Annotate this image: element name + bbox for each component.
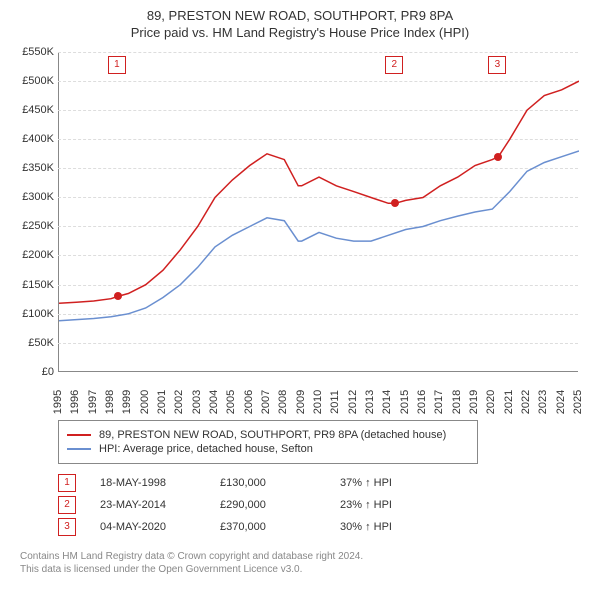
sale-date: 23-MAY-2014 (100, 499, 220, 511)
x-axis-label: 2010 (312, 390, 324, 414)
x-axis-label: 2014 (381, 390, 393, 414)
x-axis-label: 1996 (69, 390, 81, 414)
y-axis-label: £350K (10, 162, 54, 174)
sale-dot (114, 292, 122, 300)
footnote: Contains HM Land Registry data © Crown c… (20, 550, 590, 576)
x-axis-label: 2019 (468, 390, 480, 414)
sale-price: £290,000 (220, 499, 340, 511)
sale-delta: 37% ↑ HPI (340, 477, 460, 489)
legend-label-hpi: HPI: Average price, detached house, Seft… (99, 443, 313, 455)
footnote-line2: This data is licensed under the Open Gov… (20, 563, 590, 576)
x-axis-label: 2008 (277, 390, 289, 414)
y-axis-label: £50K (10, 337, 54, 349)
x-axis-label: 1995 (52, 390, 64, 414)
x-axis-label: 2005 (225, 390, 237, 414)
x-axis-label: 2025 (572, 390, 584, 414)
x-axis-label: 2020 (485, 390, 497, 414)
x-axis-label: 2023 (537, 390, 549, 414)
sale-marker-box: 1 (108, 56, 126, 74)
y-axis-label: £450K (10, 104, 54, 116)
line-svg (59, 52, 579, 372)
legend-row-hpi: HPI: Average price, detached house, Seft… (67, 443, 469, 455)
sale-marker-box: 3 (488, 56, 506, 74)
x-axis-label: 2007 (260, 390, 272, 414)
x-axis-label: 2012 (347, 390, 359, 414)
y-axis-label: £200K (10, 249, 54, 261)
x-axis-label: 2024 (555, 390, 567, 414)
sale-delta: 30% ↑ HPI (340, 521, 460, 533)
x-axis-label: 2009 (295, 390, 307, 414)
sale-price: £130,000 (220, 477, 340, 489)
sale-dot (391, 199, 399, 207)
series-price-line (59, 81, 579, 303)
x-axis-label: 2006 (243, 390, 255, 414)
y-axis-label: £300K (10, 191, 54, 203)
sales-table: 1 18-MAY-1998 £130,000 37% ↑ HPI 2 23-MA… (58, 474, 590, 536)
sale-price: £370,000 (220, 521, 340, 533)
sales-row: 3 04-MAY-2020 £370,000 30% ↑ HPI (58, 518, 590, 536)
chart-title-line2: Price paid vs. HM Land Registry's House … (10, 25, 590, 42)
sales-row: 2 23-MAY-2014 £290,000 23% ↑ HPI (58, 496, 590, 514)
x-axis-label: 2003 (191, 390, 203, 414)
y-axis-label: £150K (10, 279, 54, 291)
x-axis-label: 2004 (208, 390, 220, 414)
y-axis-label: £400K (10, 133, 54, 145)
x-axis-label: 1999 (121, 390, 133, 414)
sales-row: 1 18-MAY-1998 £130,000 37% ↑ HPI (58, 474, 590, 492)
y-axis-label: £550K (10, 46, 54, 58)
x-axis-label: 2018 (451, 390, 463, 414)
x-axis-label: 1997 (87, 390, 99, 414)
sale-marker-2: 2 (58, 496, 76, 514)
y-axis-label: £250K (10, 220, 54, 232)
y-axis-label: £100K (10, 308, 54, 320)
x-axis-label: 2000 (139, 390, 151, 414)
legend-label-price: 89, PRESTON NEW ROAD, SOUTHPORT, PR9 8PA… (99, 429, 446, 441)
x-axis-label: 2013 (364, 390, 376, 414)
x-axis-label: 2021 (503, 390, 515, 414)
sale-date: 18-MAY-1998 (100, 477, 220, 489)
legend-swatch-hpi (67, 448, 91, 450)
x-axis-label: 1998 (104, 390, 116, 414)
legend-box: 89, PRESTON NEW ROAD, SOUTHPORT, PR9 8PA… (58, 420, 478, 464)
sale-dot (494, 153, 502, 161)
x-axis-label: 2016 (416, 390, 428, 414)
plot-region (58, 52, 578, 372)
x-axis-label: 2022 (520, 390, 532, 414)
chart-title-line1: 89, PRESTON NEW ROAD, SOUTHPORT, PR9 8PA (10, 8, 590, 25)
footnote-line1: Contains HM Land Registry data © Crown c… (20, 550, 590, 563)
sale-marker-box: 2 (385, 56, 403, 74)
y-axis-label: £0 (10, 366, 54, 378)
x-axis-label: 2011 (329, 390, 341, 414)
x-axis-label: 2017 (433, 390, 445, 414)
sale-marker-1: 1 (58, 474, 76, 492)
chart-container: 89, PRESTON NEW ROAD, SOUTHPORT, PR9 8PA… (0, 0, 600, 586)
x-axis-label: 2001 (156, 390, 168, 414)
chart-area: £0 £50K £100K £150K £200K £250K £300K £350K £400… (10, 52, 590, 412)
sale-date: 04-MAY-2020 (100, 521, 220, 533)
sale-delta: 23% ↑ HPI (340, 499, 460, 511)
legend-row-price: 89, PRESTON NEW ROAD, SOUTHPORT, PR9 8PA… (67, 429, 469, 441)
y-axis-label: £500K (10, 75, 54, 87)
x-axis-label: 2015 (399, 390, 411, 414)
x-axis-label: 2002 (173, 390, 185, 414)
legend-swatch-price (67, 434, 91, 436)
sale-marker-3: 3 (58, 518, 76, 536)
